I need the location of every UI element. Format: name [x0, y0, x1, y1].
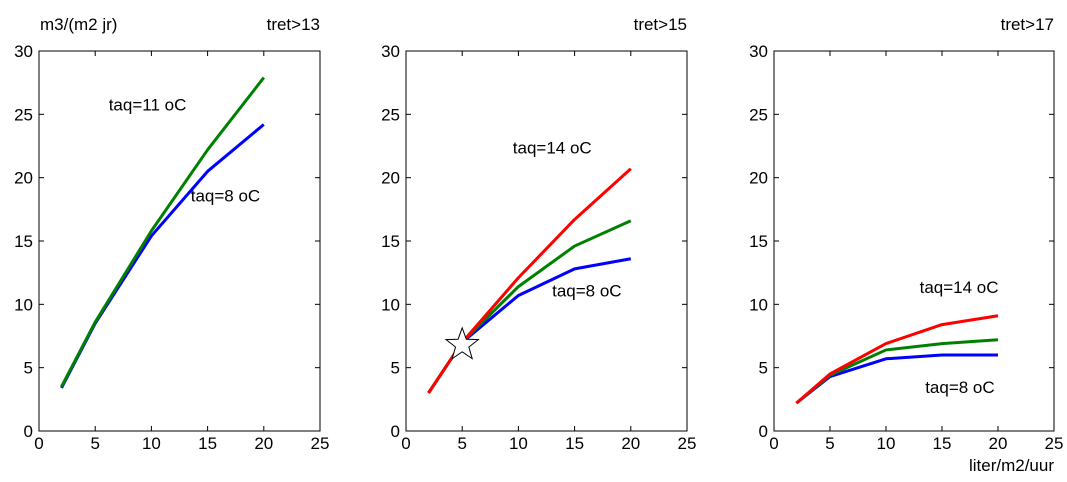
- y-tick-label: 15: [14, 232, 33, 251]
- series-line-3: [795, 314, 999, 405]
- x-tick-label: 20: [989, 434, 1008, 453]
- y-tick-label: 0: [24, 422, 33, 441]
- x-tick-label: 25: [311, 434, 330, 453]
- y-tick-label: 30: [381, 42, 400, 61]
- y-tick-label: 20: [749, 169, 768, 188]
- annotation-label: taq=11 oC: [109, 96, 187, 115]
- x-tick-label: 20: [621, 434, 640, 453]
- x-tick-label: 5: [457, 434, 466, 453]
- series-line-3: [427, 167, 632, 394]
- y-tick-label: 10: [749, 295, 768, 314]
- x-tick-label: 0: [769, 434, 778, 453]
- y-axis-label: m3/(m2 jr): [40, 15, 117, 34]
- annotation-label: taq=8 oC: [925, 378, 994, 397]
- chart-panel-1: 0 5 10 15 20 25 0 5 10 15 20 25 30 m3/(m2 jr) tret>13 t…: [14, 15, 329, 453]
- x-axis-label: liter/m2/uur: [969, 456, 1054, 475]
- axes-frame: [773, 50, 1055, 432]
- x-tick-label: 15: [565, 434, 584, 453]
- y-tick-label: 20: [14, 169, 33, 188]
- panel-title: tret>17: [1001, 15, 1054, 34]
- x-tick-label: 5: [90, 434, 99, 453]
- annotation-label: taq=14 oC: [513, 139, 592, 158]
- series-line-1: [60, 123, 265, 389]
- x-tick-label: 10: [509, 434, 528, 453]
- y-tick-label: 10: [14, 295, 33, 314]
- y-tick-label: 30: [749, 42, 768, 61]
- series-line-2: [427, 219, 632, 394]
- y-tick-label: 15: [381, 232, 400, 251]
- axes-frame: [405, 50, 688, 432]
- x-tick-label: 0: [34, 434, 43, 453]
- y-tick-label: 5: [24, 359, 33, 378]
- chart-panel-3: 0 5 10 15 20 25 0 5 10 15 20 25 30 tret>17 liter/m2/uu…: [749, 15, 1063, 475]
- y-tick-label: 30: [14, 42, 33, 61]
- x-tick-label: 5: [825, 434, 834, 453]
- y-tick-label: 0: [759, 422, 768, 441]
- x-tick-label: 20: [254, 434, 273, 453]
- annotation-label: taq=8 oC: [191, 187, 260, 206]
- panel-title: tret>15: [634, 15, 687, 34]
- y-tick-label: 5: [759, 359, 768, 378]
- y-tick-label: 25: [14, 105, 33, 124]
- x-tick-label: 15: [198, 434, 217, 453]
- y-tick-label: 0: [391, 422, 400, 441]
- x-tick-label: 10: [142, 434, 161, 453]
- x-tick-label: 25: [678, 434, 697, 453]
- x-tick-label: 10: [877, 434, 896, 453]
- chart-panel-2: 0 5 10 15 20 25 0 5 10 15 20 25 30 tret>15 taq=14 oC ta…: [381, 15, 696, 453]
- x-tick-label: 25: [1045, 434, 1064, 453]
- x-tick-label: 15: [933, 434, 952, 453]
- star-marker: [444, 326, 480, 360]
- y-tick-label: 15: [749, 232, 768, 251]
- annotation-label: taq=14 oC: [920, 278, 999, 297]
- y-tick-label: 5: [391, 359, 400, 378]
- y-tick-label: 25: [749, 105, 768, 124]
- series-line-2: [60, 76, 265, 388]
- y-tick-label: 20: [381, 169, 400, 188]
- y-tick-label: 10: [381, 295, 400, 314]
- annotation-label: taq=8 oC: [552, 282, 621, 301]
- x-tick-label: 0: [401, 434, 410, 453]
- panel-title: tret>13: [267, 15, 320, 34]
- y-tick-label: 25: [381, 105, 400, 124]
